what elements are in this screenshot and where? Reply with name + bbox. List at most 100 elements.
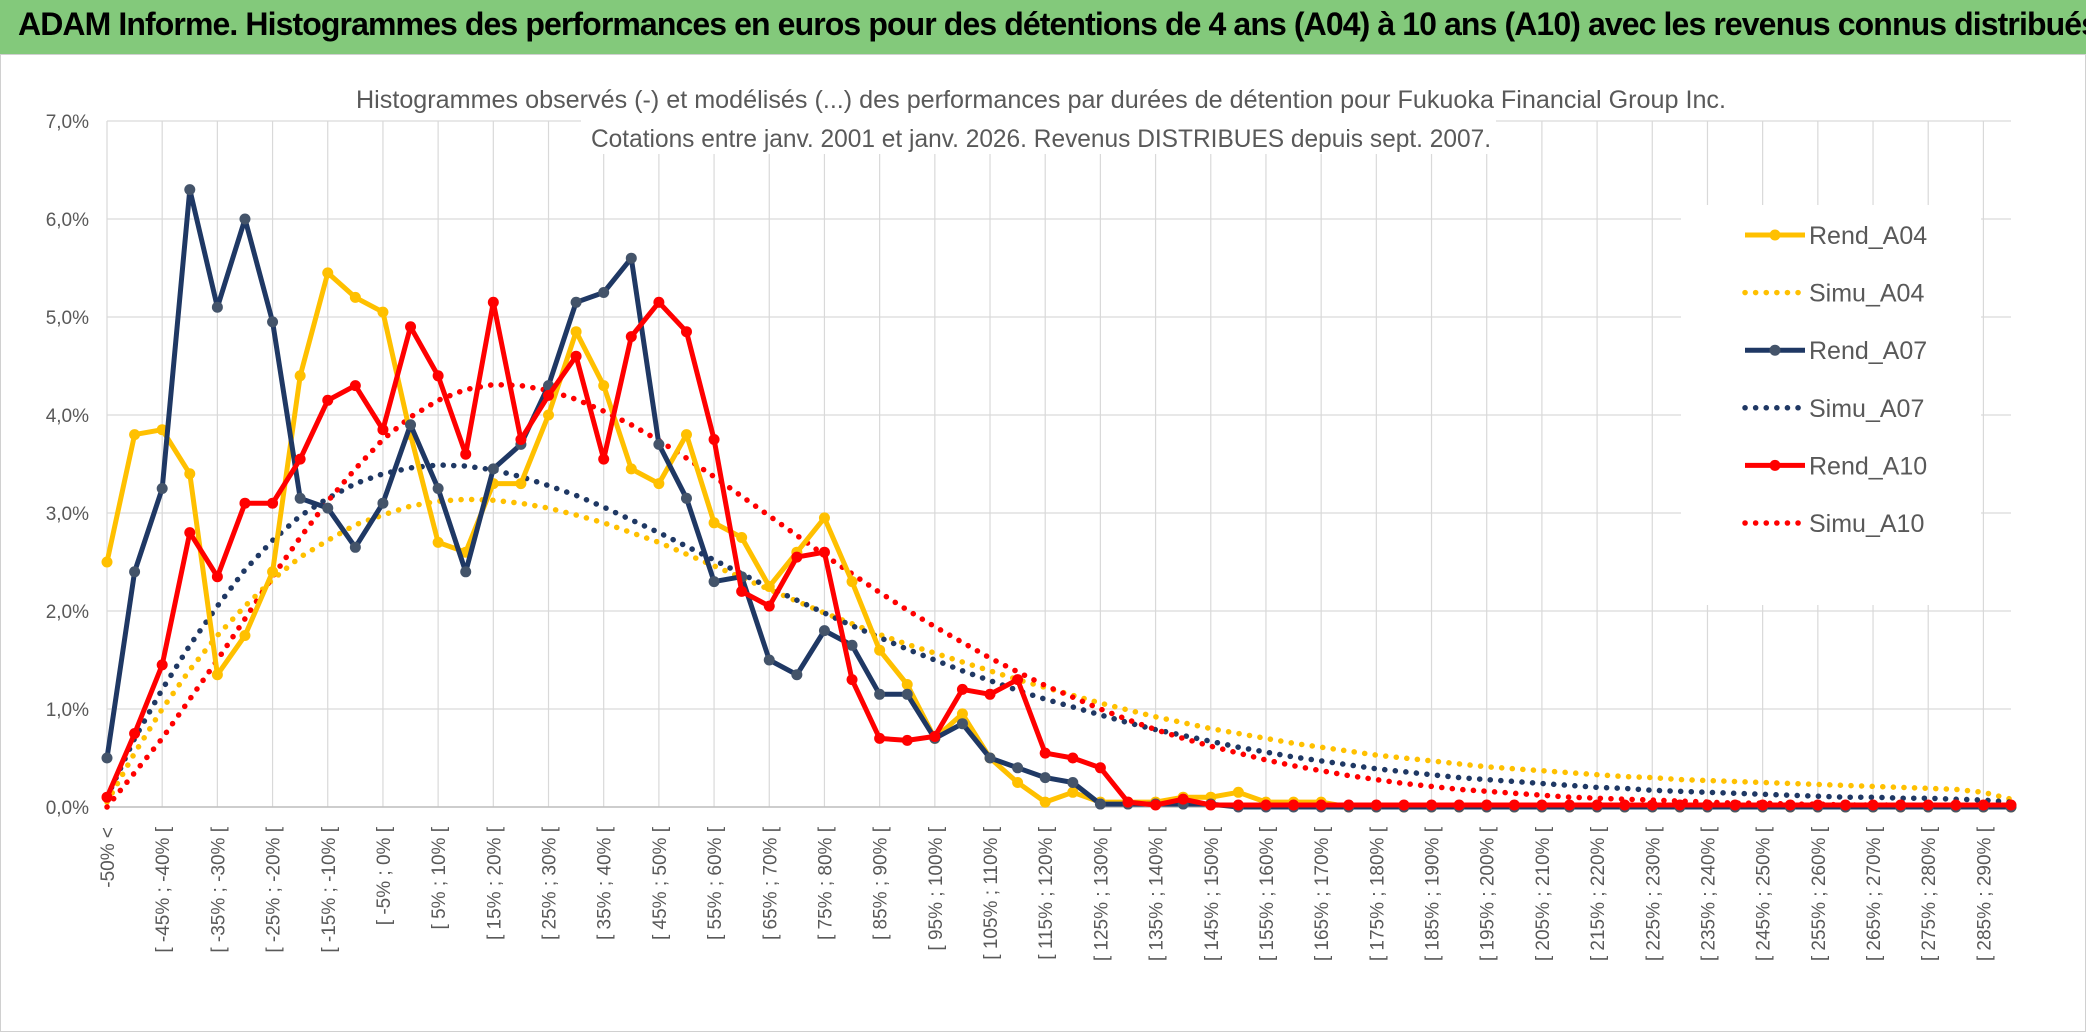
data-point <box>377 497 389 509</box>
series-line-simu-a07 <box>104 462 2014 805</box>
data-point <box>1315 799 1327 811</box>
data-point <box>543 409 555 421</box>
x-tick-label: [ 275% ; 280% [ <box>1919 826 1940 961</box>
data-point <box>101 791 113 803</box>
data-point <box>1453 799 1465 811</box>
data-point <box>405 419 417 431</box>
data-point <box>184 184 196 196</box>
data-point <box>736 585 748 597</box>
data-point <box>1288 799 1300 811</box>
data-point <box>1701 799 1713 811</box>
legend-item-rend-a10: Rend_A10 <box>1745 452 1927 480</box>
series-simu-a10 <box>104 381 2014 810</box>
x-tick-label: [ 95% ; 100% [ <box>926 826 947 950</box>
x-tick-label: [ 135% ; 140% [ <box>1147 826 1168 961</box>
y-tick-label: 1,0% <box>46 700 89 721</box>
data-point <box>1012 674 1024 686</box>
data-point <box>1426 799 1438 811</box>
data-point <box>653 296 665 308</box>
x-tick-label: [ 5% ; 10% [ <box>429 826 450 929</box>
data-point <box>1591 799 1603 811</box>
data-point <box>267 566 279 578</box>
plot-area <box>101 184 2017 813</box>
data-point <box>1012 777 1024 788</box>
x-tick-label: [ 155% ; 160% [ <box>1257 826 1278 961</box>
data-point <box>1205 799 1217 811</box>
legend-item-rend-a07: Rend_A07 <box>1745 337 1927 365</box>
x-tick-label: [ 125% ; 130% [ <box>1091 826 1112 961</box>
data-point <box>1950 799 1962 811</box>
x-tick-label: [ -5% ; 0% [ <box>374 826 395 925</box>
y-axis: 0,0% 1,0% 2,0% 3,0% 4,0% 5,0% 6,0% 7,0% <box>46 112 89 819</box>
x-tick-label: [ 245% ; 250% [ <box>1754 826 1775 961</box>
data-point <box>570 296 582 308</box>
legend-item-simu-a10: Simu_A10 <box>1742 510 1924 538</box>
y-tick-label: 0,0% <box>46 798 89 819</box>
data-point <box>929 730 941 742</box>
data-point <box>515 434 527 445</box>
data-point <box>708 576 720 588</box>
legend: Rend_A04 Simu_A04 Rend_A07 Simu_A07 Rend_A10… <box>1681 205 1981 605</box>
data-point <box>322 267 334 279</box>
legend-label: Simu_A04 <box>1809 280 1924 308</box>
data-point <box>239 630 251 641</box>
data-point <box>1508 799 1520 811</box>
x-tick-label: [ 115% ; 120% [ <box>1036 826 1057 959</box>
x-tick-label: [ 105% ; 110% [ <box>981 826 1002 959</box>
data-point <box>1122 796 1134 808</box>
data-point <box>1039 772 1051 784</box>
data-point <box>1039 796 1051 808</box>
data-point <box>267 497 279 509</box>
data-point <box>1343 799 1355 811</box>
data-point <box>791 551 803 563</box>
y-tick-label: 6,0% <box>46 210 89 231</box>
x-tick-label: [ 285% ; 290% [ <box>1974 826 1995 961</box>
data-point <box>211 571 223 583</box>
x-tick-label: [ -35% ; -30% [ <box>208 826 229 952</box>
x-tick-label: -50% < <box>98 827 119 888</box>
legend-marker <box>1769 344 1781 356</box>
data-point <box>267 316 279 328</box>
data-point <box>1039 747 1051 759</box>
data-point <box>515 478 527 490</box>
data-point <box>1757 799 1769 811</box>
data-point <box>1922 799 1934 811</box>
data-point <box>1895 799 1907 811</box>
data-point <box>239 497 251 509</box>
legend-label: Rend_A10 <box>1809 452 1927 480</box>
data-point <box>349 291 361 303</box>
data-point <box>349 380 361 392</box>
series-rend-a10 <box>101 296 2017 811</box>
data-point <box>846 674 858 686</box>
data-point <box>625 463 637 475</box>
data-point <box>901 688 913 700</box>
data-point <box>874 688 886 700</box>
data-point <box>1094 798 1106 810</box>
x-tick-label: [ 55% ; 60% [ <box>705 826 726 940</box>
data-point <box>653 478 665 490</box>
data-point <box>598 453 610 465</box>
data-point <box>763 581 775 592</box>
header-banner: ADAM Informe. Histogrammes des performan… <box>0 0 2086 54</box>
x-tick-label: [ 25% ; 30% [ <box>540 826 561 940</box>
data-point <box>1563 799 1575 811</box>
data-point <box>763 654 775 666</box>
data-point <box>818 625 830 637</box>
series-line-simu-a10 <box>104 381 2014 810</box>
legend-marker <box>1769 229 1781 241</box>
legend-item-simu-a04: Simu_A04 <box>1742 280 1924 308</box>
x-tick-label: [ 185% ; 190% [ <box>1423 826 1444 961</box>
data-point <box>129 728 141 739</box>
data-point <box>1729 799 1741 811</box>
data-point <box>322 394 334 406</box>
x-tick-label: [ 265% ; 270% [ <box>1864 826 1885 961</box>
series-simu-a07 <box>104 462 2014 805</box>
data-point <box>1232 786 1244 798</box>
y-tick-label: 4,0% <box>46 406 89 427</box>
data-point <box>625 252 637 264</box>
data-point <box>570 350 582 362</box>
data-point <box>377 424 389 436</box>
legend-label: Simu_A07 <box>1809 395 1924 423</box>
legend-item-rend-a04: Rend_A04 <box>1745 222 1927 250</box>
data-point <box>984 688 996 700</box>
